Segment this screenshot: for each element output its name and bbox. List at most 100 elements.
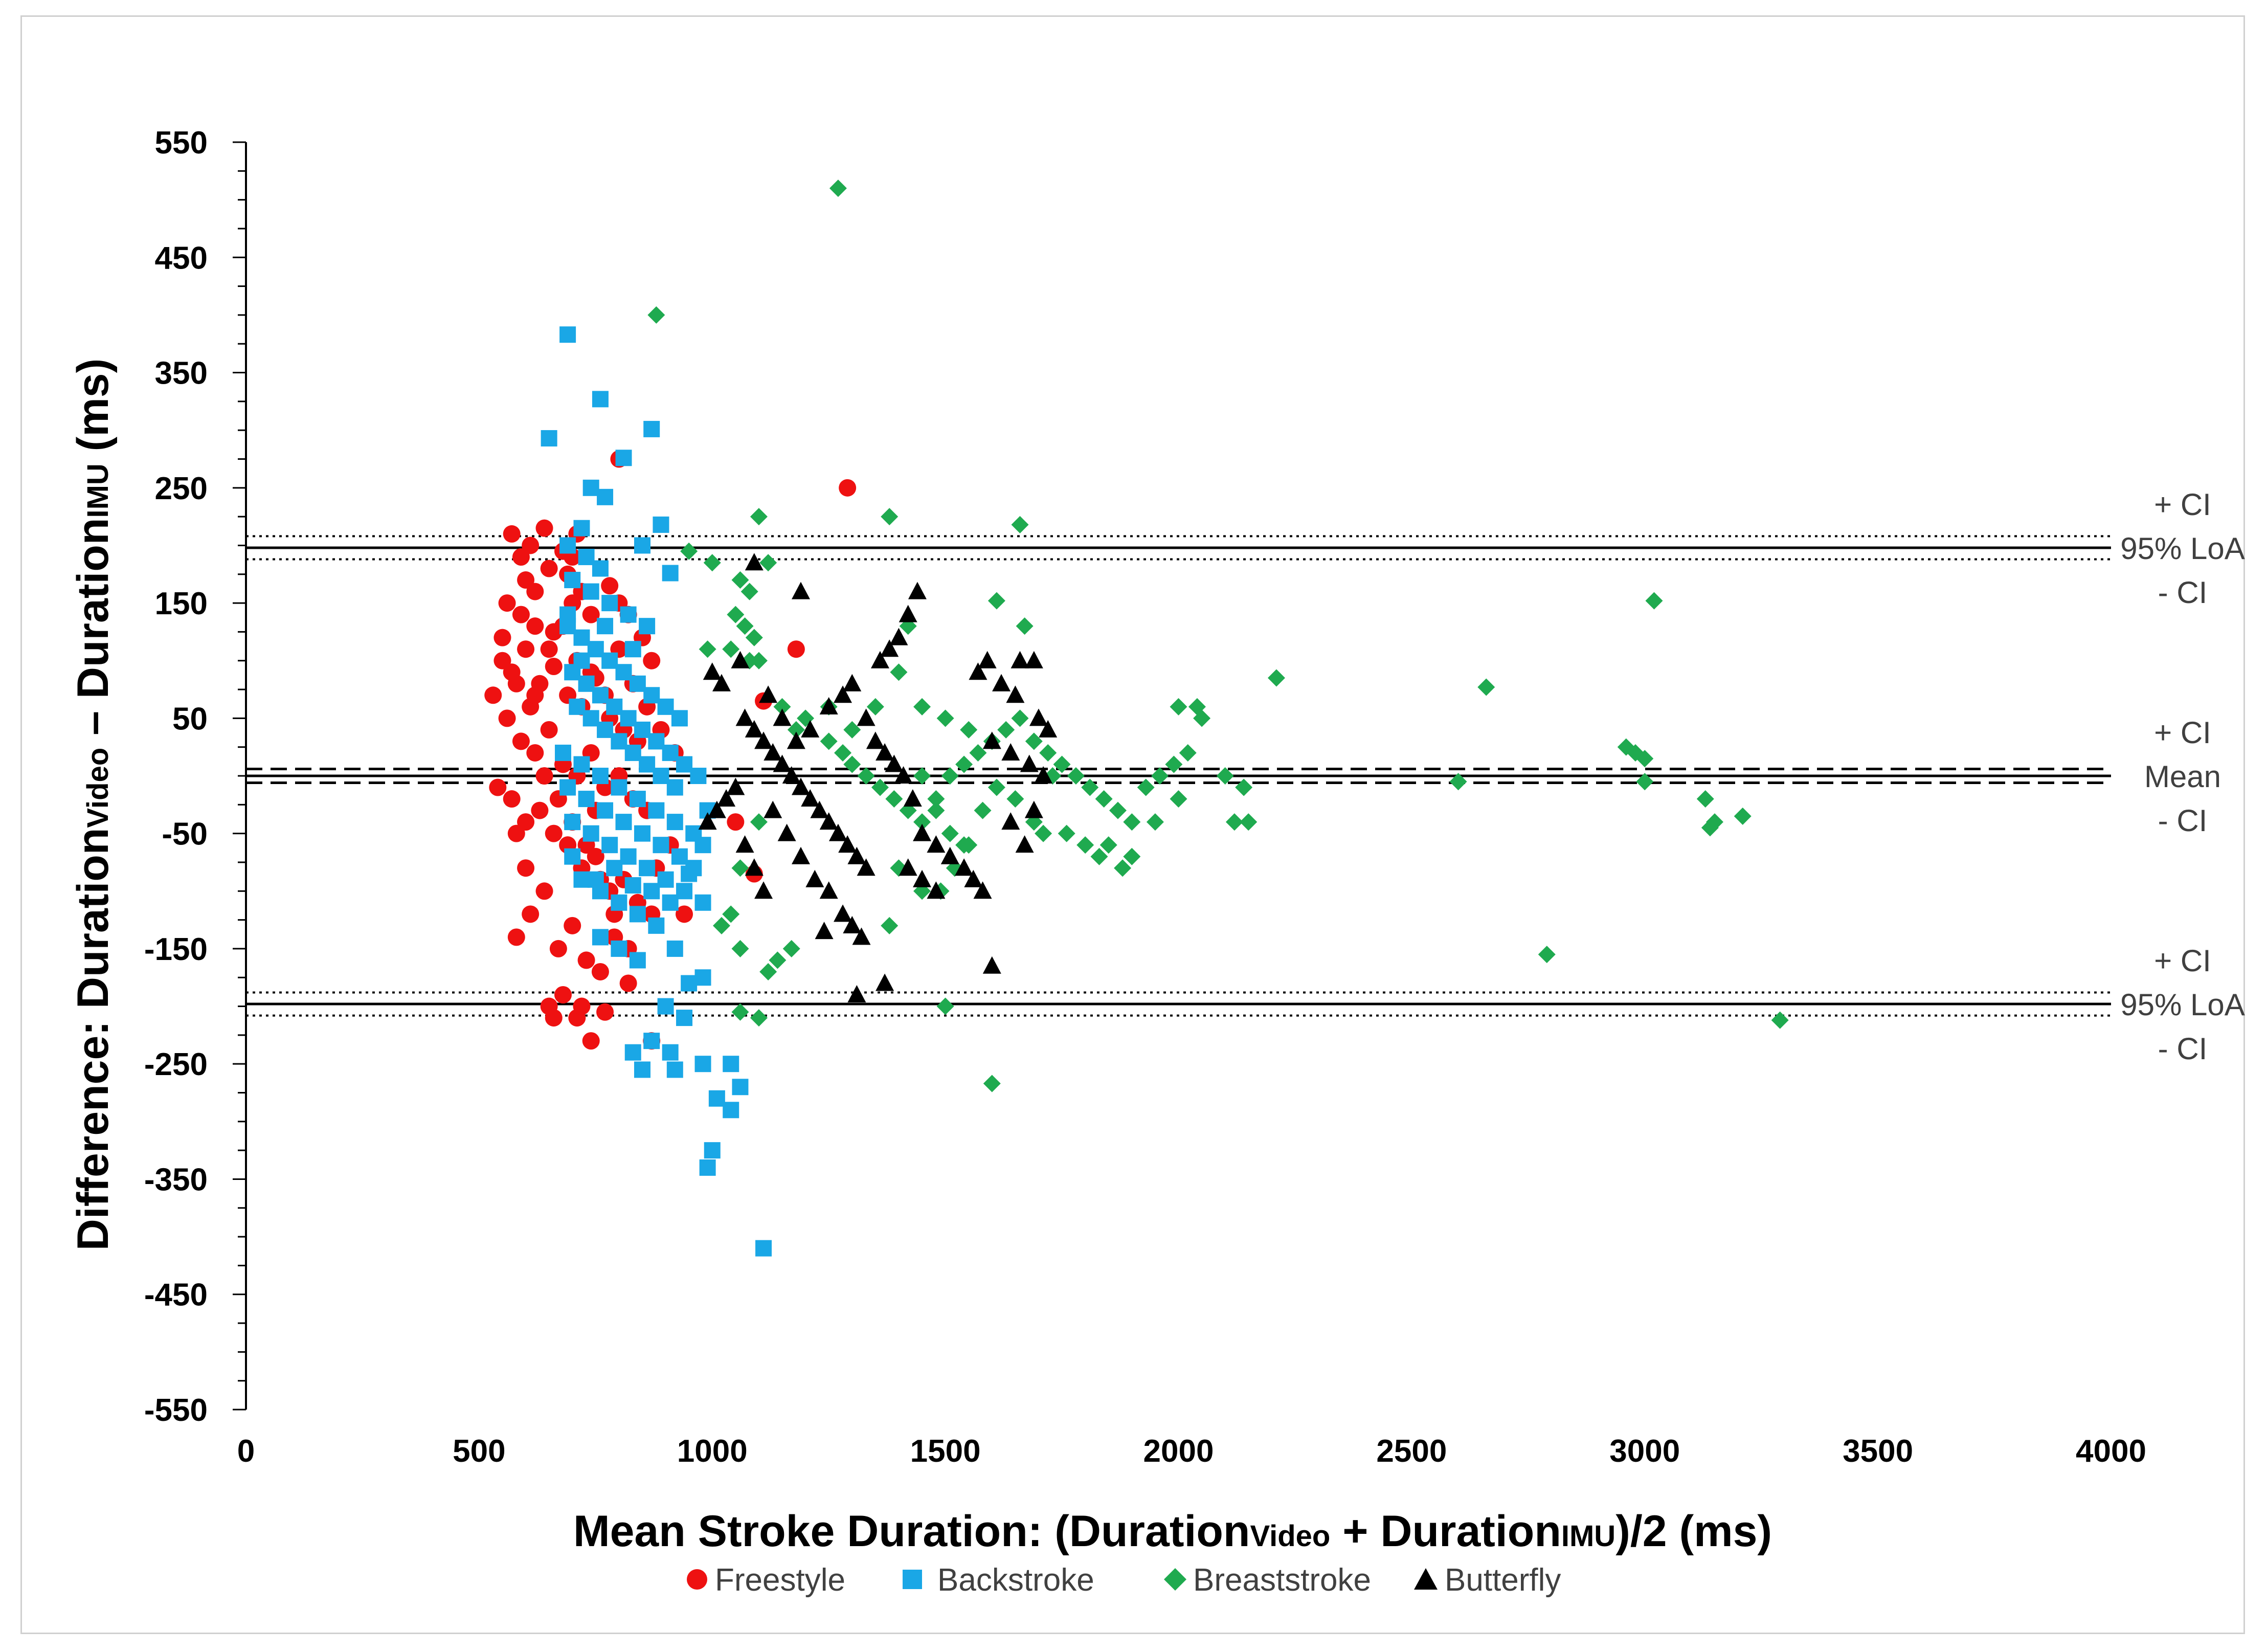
mean-ci-lower-label: - CI xyxy=(2158,803,2208,838)
breaststroke-point xyxy=(1734,807,1752,825)
butterfly-point xyxy=(1015,835,1034,853)
breaststroke-point xyxy=(750,652,768,669)
backstroke-point xyxy=(564,814,581,831)
x-tick-label: 3000 xyxy=(1609,1434,1680,1469)
legend-backstroke-marker xyxy=(903,1570,922,1589)
y-tick-label: 50 xyxy=(172,701,208,736)
freestyle-point xyxy=(787,640,805,658)
backstroke-point xyxy=(554,744,571,761)
butterfly-point xyxy=(834,685,852,703)
backstroke-point xyxy=(634,537,650,554)
x-tick-label: 1000 xyxy=(677,1434,748,1469)
breaststroke-point xyxy=(1123,813,1141,831)
backstroke-point xyxy=(639,618,656,635)
butterfly-point xyxy=(791,846,810,864)
backstroke-point xyxy=(611,940,627,957)
backstroke-point xyxy=(648,802,665,819)
backstroke-point xyxy=(582,710,599,727)
freestyle-point xyxy=(535,767,553,785)
backstroke-point xyxy=(597,721,614,738)
legend-butterfly-label: Butterfly xyxy=(1445,1562,1561,1598)
backstroke-point xyxy=(653,516,669,533)
y-tick-label: 150 xyxy=(155,586,208,621)
butterfly-point xyxy=(866,731,885,749)
freestyle-point xyxy=(498,594,516,612)
backstroke-point xyxy=(597,802,614,819)
freestyle-point xyxy=(591,963,609,980)
breaststroke-point xyxy=(1771,1011,1789,1029)
breaststroke-point xyxy=(712,917,730,934)
butterfly-point xyxy=(819,881,838,899)
backstroke-point xyxy=(662,894,679,911)
backstroke-point xyxy=(624,744,641,761)
butterfly-point xyxy=(735,835,754,853)
x-tick-label: 500 xyxy=(453,1434,505,1469)
legend: Freestyle Backstroke Breaststroke Butter… xyxy=(687,1562,1561,1598)
freestyle-point xyxy=(545,824,563,842)
backstroke-point xyxy=(708,1090,725,1107)
backstroke-point xyxy=(611,733,627,750)
backstroke-point xyxy=(648,733,665,750)
backstroke-point xyxy=(666,814,683,831)
breaststroke-point xyxy=(750,1009,768,1027)
breaststroke-point xyxy=(997,721,1015,739)
breaststroke-point xyxy=(1696,790,1714,808)
butterfly-point xyxy=(1024,800,1043,818)
backstroke-point xyxy=(699,1159,716,1176)
butterfly-point xyxy=(1034,766,1053,784)
backstroke-point xyxy=(620,710,637,727)
upper-loa-ci-lower-label: - CI xyxy=(2158,575,2208,610)
butterfly-point xyxy=(847,985,866,1003)
breaststroke-point xyxy=(890,663,908,681)
breaststroke-point xyxy=(722,905,740,923)
breaststroke-point xyxy=(1011,516,1029,533)
breaststroke-point xyxy=(759,554,777,572)
breaststroke-point xyxy=(1006,790,1024,808)
backstroke-point xyxy=(592,687,609,704)
breaststroke-point xyxy=(913,767,931,785)
butterfly-point xyxy=(726,777,745,795)
lower-loa-label: 95% LoA xyxy=(2120,988,2245,1022)
freestyle-point xyxy=(507,824,525,842)
freestyle-point xyxy=(619,974,637,992)
breaststroke-point xyxy=(1170,790,1187,808)
breaststroke-point xyxy=(1137,778,1155,796)
backstroke-point xyxy=(601,595,618,612)
freestyle-point xyxy=(498,709,516,727)
labels: 550 450 350 250 150 50 -50 -150 -250 -350 -450 -550… xyxy=(144,125,2245,1469)
breaststroke-point xyxy=(913,813,931,831)
butterfly-point xyxy=(828,823,847,841)
y-tick-label: 250 xyxy=(155,471,208,506)
x-tick-label: 1500 xyxy=(910,1434,981,1469)
breaststroke-point xyxy=(1011,709,1029,727)
x-axis-title: Mean Stroke Duration: (DurationVideo + D… xyxy=(573,1507,1772,1556)
chart-frame: 550 450 350 250 150 50 -50 -150 -250 -350 -450 -550… xyxy=(20,15,2245,1634)
freestyle-point xyxy=(596,1003,614,1021)
breaststroke-point xyxy=(829,180,847,197)
breaststroke-point xyxy=(987,592,1005,610)
backstroke-point xyxy=(653,837,669,854)
butterfly-point xyxy=(782,766,801,784)
y-tick-label: -550 xyxy=(144,1393,208,1428)
breaststroke-point xyxy=(857,767,875,785)
breaststroke-point xyxy=(1477,678,1495,696)
freestyle-point xyxy=(545,1009,563,1027)
freestyle-point xyxy=(582,1032,600,1050)
backstroke-point xyxy=(541,430,557,447)
y-tick-label: 450 xyxy=(155,240,208,276)
freestyle-point xyxy=(517,859,535,877)
backstroke-point xyxy=(573,871,590,888)
butterfly-point xyxy=(964,869,983,887)
butterfly-point xyxy=(913,823,932,841)
butterfly-point xyxy=(908,582,927,599)
backstroke-point xyxy=(611,894,627,911)
backstroke-point xyxy=(666,779,683,796)
butterfly-point xyxy=(805,869,824,887)
backstroke-point xyxy=(676,883,693,900)
freestyle-point xyxy=(540,721,558,739)
butterfly-point xyxy=(927,835,946,853)
butterfly-point xyxy=(876,743,894,761)
butterfly-point xyxy=(899,858,917,876)
freestyle-point xyxy=(540,640,558,658)
butterfly-point xyxy=(847,846,866,864)
